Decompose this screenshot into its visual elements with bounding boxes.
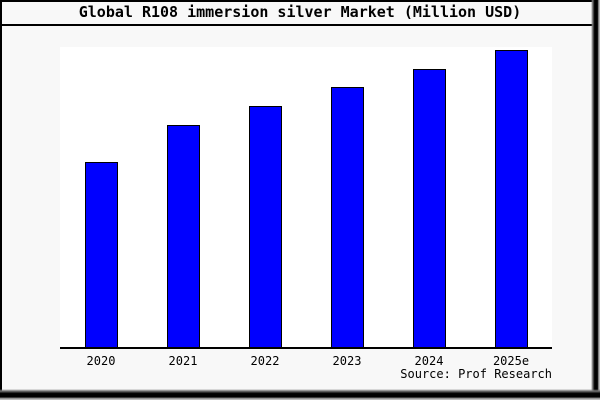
bar-2023 [330,87,364,347]
plot-area [60,47,552,349]
chart-title-band: Global R108 immersion silver Market (Mil… [0,0,600,26]
bar-2025e [494,50,528,347]
x-tick-label-2020: 2020 [86,354,116,368]
frame-shadow-bottom [0,389,600,400]
x-axis-labels: 2020 2021 2022 2023 2024 2025e [60,354,552,370]
frame-border-top [0,0,600,2]
x-tick-label-2023: 2023 [332,354,362,368]
frame-shadow-right [591,0,600,400]
x-tick-label-2024: 2024 [414,354,444,368]
bar-2021 [166,125,200,347]
bar-2020 [84,162,118,347]
x-tick-label-2025e: 2025e [492,354,530,368]
x-tick-label-2021: 2021 [168,354,198,368]
x-tick-label-2022: 2022 [250,354,280,368]
bar-2024 [412,69,446,347]
frame-border-left [0,0,2,400]
source-credit: Source: Prof Research [400,367,552,381]
chart-title: Global R108 immersion silver Market (Mil… [78,3,522,21]
bar-2022 [248,106,282,347]
